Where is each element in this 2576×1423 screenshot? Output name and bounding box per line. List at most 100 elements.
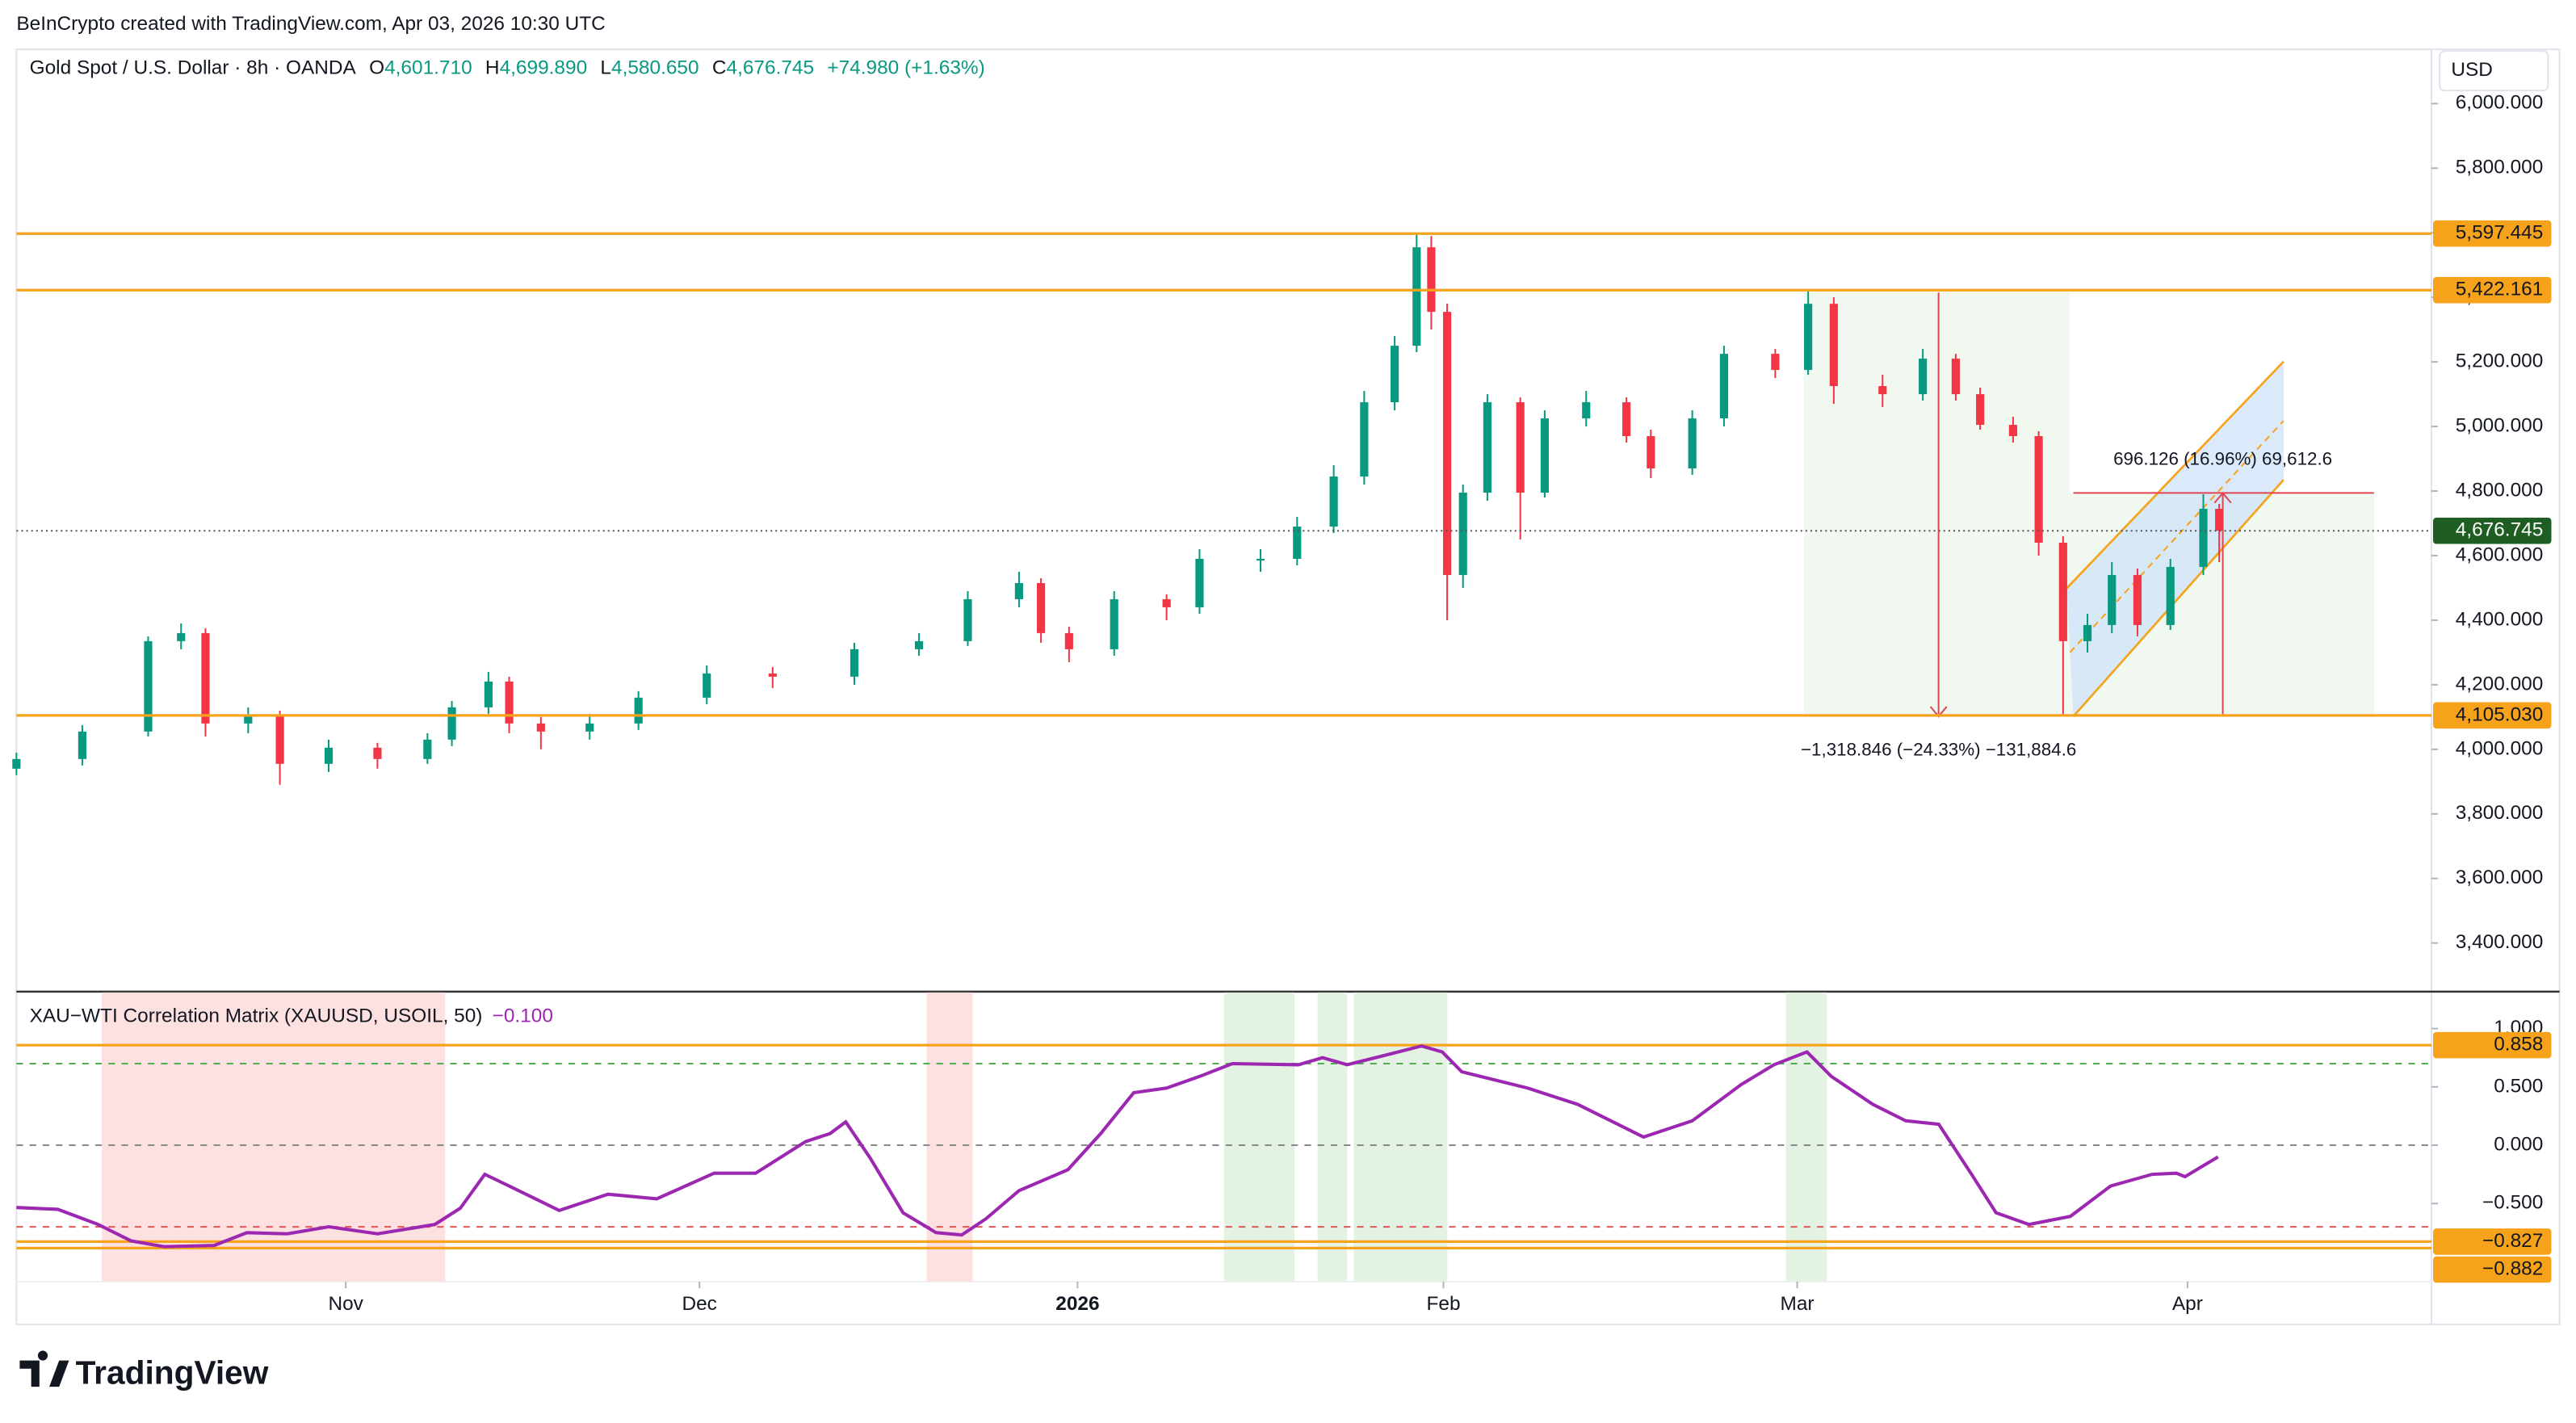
candle-body <box>914 640 924 649</box>
positive-zone <box>1223 992 1295 1282</box>
x-tick-label: Apr <box>2172 1293 2203 1315</box>
candle-body <box>1719 354 1729 419</box>
level-label-box <box>2433 1228 2552 1255</box>
y-tick-label: 3,600.000 <box>2456 867 2544 888</box>
y-tick-label: 4,000.000 <box>2456 737 2544 759</box>
level-label: 0.858 <box>2494 1034 2543 1056</box>
ohlc-value: 4,676.745 <box>727 57 815 79</box>
candle-body <box>536 723 545 732</box>
candle-body <box>1293 526 1302 559</box>
candle-body <box>1771 354 1780 371</box>
change: +74.980 (+1.63%) <box>827 57 984 79</box>
level-label: 4,105.030 <box>2456 703 2544 725</box>
y-tick-label: −0.500 <box>2482 1192 2543 1214</box>
y-tick-label: 4,600.000 <box>2456 544 2544 565</box>
channel-mid <box>2069 420 2284 653</box>
positive-zone <box>1353 992 1448 1282</box>
candle-body <box>1919 359 1928 395</box>
currency[interactable]: USD <box>2451 59 2493 81</box>
y-tick-label: 3,800.000 <box>2456 802 2544 824</box>
ohlc-key: C <box>712 57 727 79</box>
candle-body <box>1582 402 1591 419</box>
candle-body <box>78 731 86 759</box>
ohlc-key: L <box>600 57 611 79</box>
measure-arrow <box>2213 491 2232 504</box>
y-tick-label: 3,400.000 <box>2456 931 2544 953</box>
positive-zone <box>1785 992 1827 1282</box>
logo-mark <box>19 1350 69 1387</box>
candle-body <box>423 739 432 759</box>
y-tick-label: 4,800.000 <box>2456 479 2544 501</box>
currency-button[interactable] <box>2439 50 2549 91</box>
ohlc-value: 4,699.890 <box>500 57 588 79</box>
positive-zone <box>1317 992 1348 1282</box>
ohlc-key: H <box>485 57 500 79</box>
candle-body <box>201 632 210 724</box>
candle-body <box>634 697 643 724</box>
x-tick-label: Feb <box>1427 1293 1461 1315</box>
candle-body <box>1329 476 1338 527</box>
candle-body <box>1442 312 1452 575</box>
candle-body <box>1878 386 1887 395</box>
level-label: 5,422.161 <box>2456 279 2544 300</box>
candle-body <box>2199 508 2208 567</box>
ohlc-value: 4,580.650 <box>611 57 699 79</box>
candle-body <box>963 598 972 641</box>
credit: BeInCrypto created with TradingView.com,… <box>16 13 605 35</box>
level-label-box <box>2433 277 2552 304</box>
candle-body <box>2008 425 2017 437</box>
candle-body <box>12 758 21 769</box>
symbol: Gold Spot / U.S. Dollar · 8h · OANDA <box>30 57 357 79</box>
candle-body <box>1412 247 1421 346</box>
last-price-box <box>2433 518 2552 544</box>
level-label: −0.827 <box>2482 1230 2543 1252</box>
level-label-box <box>2433 702 2552 729</box>
candle-body <box>850 649 859 677</box>
candle-body <box>373 747 382 759</box>
level-label: 5,597.445 <box>2456 222 2544 244</box>
y-tick-label: 0.500 <box>2494 1075 2543 1097</box>
frame <box>15 48 2561 1325</box>
y-tick-label: 5,000.000 <box>2456 415 2544 437</box>
candle-body <box>2108 574 2117 625</box>
x-tick-label: Dec <box>682 1293 716 1315</box>
candle-body <box>1037 582 1046 633</box>
candle-body <box>1256 558 1265 560</box>
candle-body <box>2215 508 2224 531</box>
candle-body <box>1162 598 1171 607</box>
candle-body <box>768 673 777 677</box>
correlation-line <box>16 1044 2219 1249</box>
candle-body <box>1829 304 1838 387</box>
candle-body <box>1516 402 1525 493</box>
last-price-label: 4,676.745 <box>2456 519 2544 541</box>
range-zone <box>1803 292 2070 717</box>
negative-zone <box>102 992 446 1282</box>
candle-body <box>585 723 594 732</box>
candle-body <box>1540 418 1549 493</box>
level-label: −0.882 <box>2482 1257 2543 1279</box>
indicator-title: XAU−WTI Correlation Matrix (XAUUSD, USOI… <box>30 1005 483 1027</box>
candles <box>12 233 2224 785</box>
candle-body <box>1064 632 1073 649</box>
x-tick-label: Mar <box>1781 1293 1815 1315</box>
candle-body <box>1804 304 1813 371</box>
channel-line <box>2072 479 2284 717</box>
measure-label: −1,318.846 (−24.33%) −131,884.6 <box>1801 740 2076 760</box>
measure-label: 696.126 (16.96%) 69,612.6 <box>2113 449 2332 469</box>
ohlc-key: O <box>369 57 384 79</box>
y-tick-label: 4,400.000 <box>2456 608 2544 630</box>
level-label-box <box>2433 1031 2552 1059</box>
symbol-legend: Gold Spot / U.S. Dollar · 8h · OANDA O4,6… <box>30 57 985 79</box>
x-tick-label: Nov <box>328 1293 363 1315</box>
ohlc-value: 4,601.710 <box>384 57 472 79</box>
candle-body <box>1427 247 1436 313</box>
candle-body <box>2058 542 2067 641</box>
candle-body <box>244 715 253 724</box>
candle-body <box>2083 624 2092 641</box>
candle-body <box>505 681 514 724</box>
candle-body <box>1458 493 1467 575</box>
candle-body <box>1688 418 1697 469</box>
candle-body <box>1360 402 1369 477</box>
candle-body <box>177 632 186 641</box>
candle-body <box>2166 566 2175 625</box>
